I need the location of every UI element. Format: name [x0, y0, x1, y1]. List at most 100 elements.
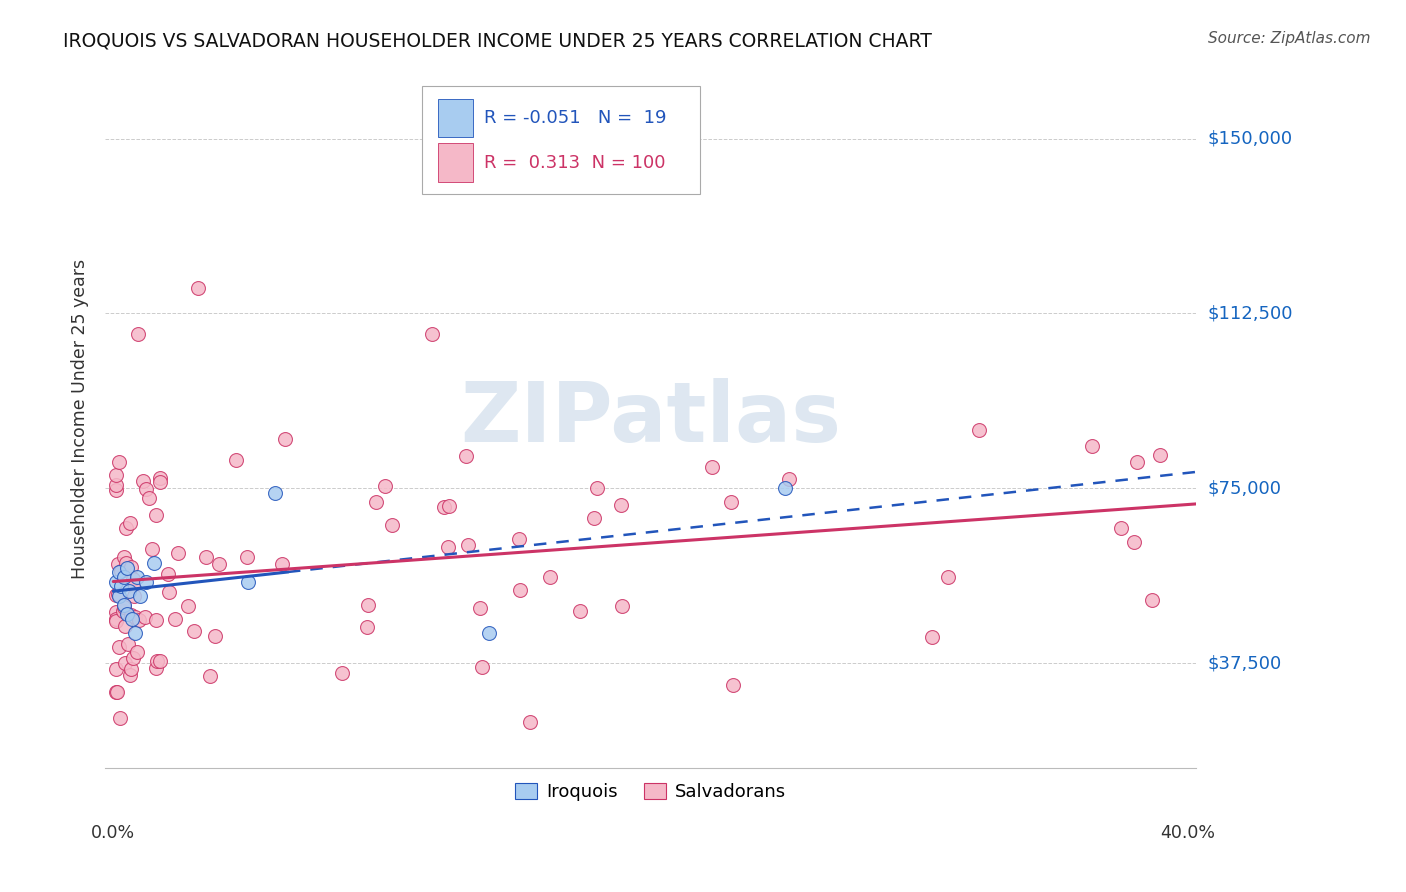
- Point: [149, 471, 172, 485]
- Point: [107, 566, 129, 580]
- Y-axis label: Householder Income Under 25 years: Householder Income Under 25 years: [72, 259, 89, 579]
- Point: [145, 508, 167, 522]
- Point: [569, 604, 592, 618]
- Point: [127, 327, 149, 342]
- Point: [236, 574, 259, 589]
- Point: [122, 589, 145, 603]
- Point: [117, 637, 139, 651]
- Point: [115, 556, 138, 570]
- Point: [122, 578, 145, 592]
- Point: [177, 599, 200, 614]
- Point: [107, 587, 129, 601]
- Point: [936, 570, 959, 584]
- Point: [104, 483, 127, 497]
- Point: [1081, 439, 1104, 453]
- Point: [433, 500, 456, 514]
- Point: [107, 455, 129, 469]
- Point: [149, 654, 172, 668]
- Text: $112,500: $112,500: [1208, 304, 1292, 323]
- Point: [145, 661, 167, 675]
- Point: [135, 483, 157, 497]
- Point: [163, 612, 186, 626]
- Point: [115, 521, 138, 535]
- Point: [122, 572, 145, 586]
- Point: [721, 678, 744, 692]
- Text: 40.0%: 40.0%: [1160, 824, 1216, 842]
- Point: [159, 585, 181, 599]
- Point: [112, 570, 135, 584]
- Text: Source: ZipAtlas.com: Source: ZipAtlas.com: [1208, 31, 1371, 46]
- Point: [198, 669, 221, 683]
- Point: [478, 626, 501, 640]
- Point: [108, 711, 131, 725]
- Point: [134, 574, 156, 589]
- Point: [364, 494, 387, 508]
- Point: [104, 605, 127, 619]
- Point: [270, 557, 292, 571]
- Point: [112, 550, 135, 565]
- Text: $150,000: $150,000: [1208, 129, 1292, 147]
- Point: [141, 541, 163, 556]
- Point: [586, 481, 609, 495]
- Point: [110, 565, 132, 579]
- Point: [112, 604, 135, 618]
- Point: [110, 579, 132, 593]
- Point: [138, 491, 160, 505]
- Point: [142, 556, 165, 570]
- Point: [104, 588, 127, 602]
- Point: [720, 495, 742, 509]
- Point: [107, 558, 129, 572]
- Point: [127, 570, 149, 584]
- Point: [381, 518, 404, 533]
- Point: [145, 613, 167, 627]
- Point: [104, 614, 127, 628]
- Point: [156, 567, 179, 582]
- Point: [145, 655, 167, 669]
- Point: [120, 560, 142, 574]
- Text: 0.0%: 0.0%: [91, 824, 135, 842]
- Point: [582, 511, 605, 525]
- Point: [208, 557, 231, 571]
- Legend: Iroquois, Salvadorans: Iroquois, Salvadorans: [508, 776, 793, 808]
- Point: [125, 644, 148, 658]
- Point: [128, 613, 150, 627]
- Text: R = -0.051   N =  19: R = -0.051 N = 19: [484, 109, 666, 127]
- Text: ZIPatlas: ZIPatlas: [460, 378, 841, 459]
- Point: [104, 574, 127, 589]
- Point: [105, 662, 128, 676]
- Text: $37,500: $37,500: [1208, 655, 1281, 673]
- Point: [778, 471, 800, 485]
- Point: [108, 640, 131, 654]
- Point: [356, 620, 378, 634]
- Point: [104, 478, 127, 492]
- Point: [134, 610, 156, 624]
- Point: [104, 612, 127, 626]
- Point: [107, 589, 129, 603]
- Point: [118, 584, 141, 599]
- Point: [471, 660, 494, 674]
- Point: [112, 599, 135, 614]
- Point: [356, 599, 378, 613]
- Point: [1142, 593, 1164, 607]
- Text: IROQUOIS VS SALVADORAN HOUSEHOLDER INCOME UNDER 25 YEARS CORRELATION CHART: IROQUOIS VS SALVADORAN HOUSEHOLDER INCOM…: [63, 31, 932, 50]
- Point: [121, 612, 143, 626]
- Point: [115, 560, 138, 574]
- Point: [120, 608, 142, 623]
- Point: [187, 281, 209, 295]
- Point: [115, 607, 138, 622]
- Point: [124, 609, 146, 624]
- Point: [104, 684, 127, 698]
- Point: [235, 550, 257, 565]
- Point: [1126, 455, 1149, 469]
- Point: [437, 540, 460, 554]
- Point: [700, 459, 723, 474]
- Point: [374, 478, 396, 492]
- Point: [439, 500, 461, 514]
- Point: [921, 630, 943, 644]
- Point: [121, 651, 143, 665]
- Text: $75,000: $75,000: [1208, 479, 1281, 498]
- Point: [195, 549, 218, 564]
- Point: [183, 624, 205, 638]
- Point: [967, 423, 990, 437]
- Point: [114, 656, 136, 670]
